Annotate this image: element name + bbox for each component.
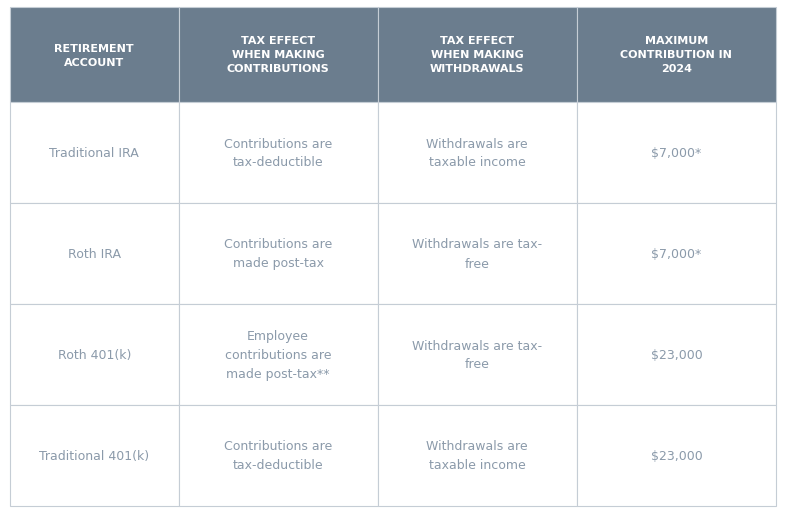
Bar	[10, 8, 178, 103]
Text: Roth IRA: Roth IRA	[68, 247, 121, 261]
Bar	[178, 304, 378, 405]
Text: Withdrawals are tax-
free: Withdrawals are tax- free	[412, 339, 542, 371]
Text: Contributions are
tax-deductible: Contributions are tax-deductible	[224, 137, 332, 169]
Bar	[577, 304, 776, 405]
Bar	[178, 405, 378, 506]
Text: Withdrawals are
taxable income: Withdrawals are taxable income	[427, 137, 528, 169]
Bar	[378, 405, 577, 506]
Bar	[577, 405, 776, 506]
Text: Roth 401(k): Roth 401(k)	[57, 348, 131, 361]
Text: Withdrawals are tax-
free: Withdrawals are tax- free	[412, 238, 542, 270]
Bar	[10, 405, 178, 506]
Bar	[178, 8, 378, 103]
Text: Contributions are
made post-tax: Contributions are made post-tax	[224, 238, 332, 270]
Text: TAX EFFECT
WHEN MAKING
WITHDRAWALS: TAX EFFECT WHEN MAKING WITHDRAWALS	[430, 37, 524, 74]
Text: MAXIMUM
CONTRIBUTION IN
2024: MAXIMUM CONTRIBUTION IN 2024	[620, 37, 733, 74]
Bar	[577, 8, 776, 103]
Bar	[378, 103, 577, 204]
Bar	[577, 103, 776, 204]
Text: Traditional IRA: Traditional IRA	[50, 147, 139, 160]
Bar	[10, 304, 178, 405]
Text: $7,000*: $7,000*	[652, 247, 702, 261]
Bar	[10, 204, 178, 304]
Bar	[10, 103, 178, 204]
Bar	[378, 304, 577, 405]
Text: Traditional 401(k): Traditional 401(k)	[39, 449, 149, 462]
Text: Withdrawals are
taxable income: Withdrawals are taxable income	[427, 440, 528, 471]
Text: Contributions are
tax-deductible: Contributions are tax-deductible	[224, 440, 332, 471]
Bar	[378, 8, 577, 103]
Bar	[577, 204, 776, 304]
Text: $23,000: $23,000	[651, 348, 703, 361]
Text: RETIREMENT
ACCOUNT: RETIREMENT ACCOUNT	[54, 43, 134, 67]
Bar	[178, 103, 378, 204]
Text: $7,000*: $7,000*	[652, 147, 702, 160]
Bar	[378, 204, 577, 304]
Text: Employee
contributions are
made post-tax**: Employee contributions are made post-tax…	[225, 329, 332, 380]
Text: TAX EFFECT
WHEN MAKING
CONTRIBUTIONS: TAX EFFECT WHEN MAKING CONTRIBUTIONS	[226, 37, 329, 74]
Text: $23,000: $23,000	[651, 449, 703, 462]
Bar	[178, 204, 378, 304]
